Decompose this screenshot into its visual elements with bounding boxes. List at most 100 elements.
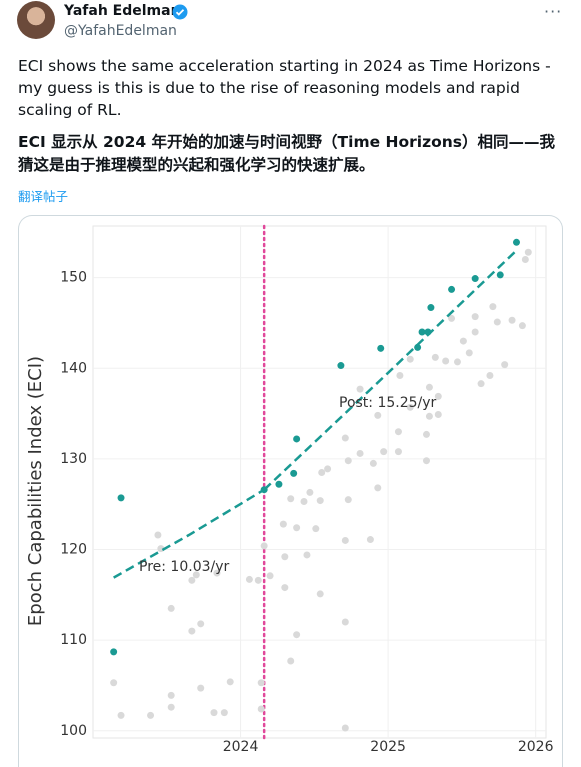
data-point: [290, 469, 298, 477]
data-point: [501, 361, 509, 369]
data-point: [226, 678, 234, 686]
x-tick-label: 2025: [370, 739, 406, 755]
data-point: [188, 576, 196, 584]
y-axis-label: Epoch Capabilities Index (ECI): [25, 356, 46, 626]
data-point: [154, 531, 162, 539]
chart: Epoch Capabilities Index (ECI) 100 110 120…: [25, 224, 554, 755]
data-point: [366, 536, 374, 544]
plot-frame: [92, 225, 547, 739]
data-point: [316, 497, 324, 505]
data-point: [316, 590, 324, 598]
data-point: [406, 403, 414, 411]
data-point: [521, 256, 529, 264]
data-point: [414, 343, 422, 351]
data-point: [220, 709, 228, 717]
media-card[interactable]: Epoch Capabilities Index (ECI) 100 110 120…: [18, 215, 563, 767]
data-point: [508, 316, 516, 324]
data-point: [431, 353, 439, 361]
trend-line: [263, 249, 518, 491]
author-name[interactable]: Yafah Edelman: [64, 3, 181, 19]
data-point: [394, 428, 402, 436]
data-point: [281, 584, 289, 592]
data-point: [306, 488, 314, 496]
data-point: [489, 303, 497, 311]
data-point: [279, 520, 287, 528]
data-point: [341, 724, 349, 732]
data-point: [167, 604, 175, 612]
x-tick-label: 2026: [518, 739, 554, 755]
data-point: [293, 524, 301, 532]
data-point: [471, 328, 479, 336]
data-point: [425, 412, 433, 420]
data-point: [287, 657, 295, 665]
y-tick-label: 130: [60, 451, 87, 467]
data-point: [434, 392, 442, 400]
data-point: [167, 703, 175, 711]
data-point: [486, 372, 494, 380]
y-tick-label: 150: [60, 270, 87, 286]
data-point: [287, 495, 295, 503]
data-point: [427, 304, 435, 312]
data-point: [477, 380, 485, 388]
data-point: [374, 484, 382, 492]
data-point: [117, 711, 125, 719]
x-tick-label: 2024: [223, 739, 259, 755]
data-point: [374, 411, 382, 419]
avatar[interactable]: [17, 1, 55, 39]
data-point: [312, 525, 320, 533]
more-menu[interactable]: ···: [544, 2, 563, 21]
data-point: [341, 434, 349, 442]
trend-annotation: Pre: 10.03/yr: [139, 559, 230, 575]
author-handle[interactable]: @YafahEdelman: [64, 23, 177, 39]
data-point: [369, 459, 377, 467]
data-point: [448, 285, 456, 293]
data-point: [356, 449, 364, 457]
y-tick-label: 140: [60, 360, 87, 376]
data-point: [110, 648, 118, 656]
data-point: [192, 571, 200, 579]
data-point: [512, 238, 520, 246]
data-point: [465, 349, 473, 357]
data-point: [434, 410, 442, 418]
tweet-text: ECI shows the same acceleration starting…: [18, 57, 551, 119]
data-point: [380, 448, 388, 456]
data-point: [254, 576, 262, 584]
y-tick-label: 110: [60, 632, 87, 648]
data-point: [147, 711, 155, 719]
data-point: [425, 383, 433, 391]
data-point: [324, 465, 332, 473]
data-point: [167, 691, 175, 699]
data-point: [524, 248, 532, 256]
data-point: [257, 679, 265, 687]
translate-link[interactable]: 翻译帖子: [18, 189, 69, 204]
data-point: [188, 627, 196, 635]
data-point: [518, 322, 526, 330]
tweet-translation: ECI 显示从 2024 年开始的加速与时间视野（Time Horizons）相…: [18, 133, 556, 174]
data-point: [300, 497, 308, 505]
data-point: [459, 337, 467, 345]
data-point: [260, 542, 268, 550]
data-point: [210, 709, 218, 717]
data-point: [471, 275, 479, 283]
data-point: [344, 457, 352, 465]
data-point: [356, 385, 364, 393]
data-point: [337, 362, 345, 370]
data-point: [394, 448, 402, 456]
data-point: [117, 494, 125, 502]
verified-badge: [172, 4, 188, 20]
data-point: [496, 271, 504, 279]
y-tick-label: 100: [60, 723, 87, 739]
data-point: [442, 357, 450, 365]
data-point: [293, 631, 301, 639]
data-point: [281, 553, 289, 561]
data-point: [303, 551, 311, 559]
trend-line: [113, 488, 265, 579]
data-point: [377, 344, 385, 352]
data-point: [213, 569, 221, 577]
data-point: [448, 314, 456, 322]
data-point: [110, 679, 118, 687]
y-tick-label: 120: [60, 542, 87, 558]
data-point: [245, 575, 253, 583]
data-point: [418, 328, 426, 336]
